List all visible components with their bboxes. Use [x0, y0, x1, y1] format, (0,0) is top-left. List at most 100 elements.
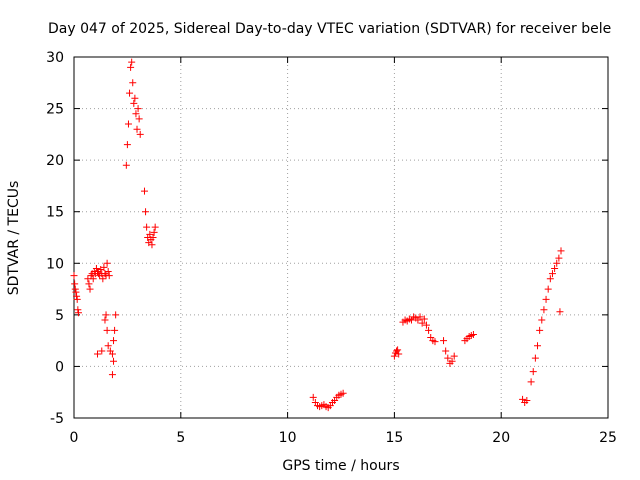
y-tick-label: 10 [46, 256, 64, 272]
chart-title: Day 047 of 2025, Sidereal Day-to-day VTE… [48, 21, 611, 37]
data-point [523, 396, 531, 404]
data-point [108, 350, 116, 358]
data-point [540, 306, 548, 314]
data-point [425, 326, 433, 334]
y-tick-label: 0 [55, 359, 64, 375]
x-tick-label: 15 [385, 430, 403, 446]
data-point [110, 357, 118, 365]
x-tick-label: 5 [176, 430, 185, 446]
data-point [103, 259, 111, 267]
data-point [531, 354, 539, 362]
data-point [104, 342, 112, 350]
data-point [86, 285, 94, 293]
data-point [444, 354, 452, 362]
y-tick-label: 15 [46, 205, 64, 221]
x-tick-label: 10 [279, 430, 297, 446]
data-point [546, 275, 554, 283]
axis-ticks [73, 56, 609, 419]
data-point [93, 350, 101, 358]
data-point [126, 89, 134, 97]
data-point [98, 347, 106, 355]
y-tick-label: 30 [46, 50, 64, 66]
data-point [124, 120, 132, 128]
y-tick-label: 5 [55, 308, 64, 324]
data-point [548, 270, 556, 278]
y-tick-label: -5 [50, 411, 64, 427]
data-point [111, 326, 119, 334]
data-point [420, 315, 428, 323]
data-point [149, 234, 157, 241]
data-point [108, 371, 116, 379]
data-point [73, 292, 81, 300]
plot-frame [73, 56, 609, 419]
data-point [71, 280, 79, 288]
x-axis-label: GPS time / hours [282, 458, 399, 474]
data-point [134, 105, 142, 113]
data-point [72, 288, 80, 296]
data-point [110, 337, 118, 345]
data-point [527, 378, 535, 386]
data-point [469, 330, 477, 338]
data-point [440, 337, 448, 345]
data-point [100, 263, 108, 271]
data-point [538, 316, 546, 324]
data-point [132, 110, 140, 118]
x-tick-labels: 0 5 10 15 20 25 [70, 430, 617, 446]
data-point [99, 275, 107, 283]
y-tick-label: 25 [46, 102, 64, 118]
data-point [74, 309, 82, 317]
x-tick-label: 25 [599, 430, 617, 446]
data-point [73, 295, 81, 303]
data-point [70, 272, 78, 280]
data-point [422, 321, 430, 329]
data-point [133, 125, 141, 133]
y-tick-labels: -5 0 5 10 15 20 25 30 [46, 50, 64, 427]
x-tick-label: 0 [70, 430, 79, 446]
data-point [529, 368, 537, 376]
data-point [395, 350, 403, 358]
grid-lines [74, 57, 608, 418]
data-point [442, 347, 450, 355]
data-point [143, 223, 151, 231]
data-point [416, 313, 424, 321]
data-point [390, 352, 398, 360]
data-point [557, 247, 565, 255]
data-point [74, 306, 82, 314]
data-point [129, 79, 137, 87]
data-point [102, 311, 110, 319]
data-point [142, 208, 150, 216]
data-point [418, 319, 426, 327]
data-point [542, 295, 550, 303]
data-point [544, 285, 552, 293]
data-point [71, 285, 79, 293]
data-point [123, 141, 131, 149]
data-point [431, 338, 439, 346]
data-point [448, 357, 456, 365]
data-point [534, 342, 542, 350]
data-points [70, 58, 565, 412]
data-point [127, 63, 135, 71]
data-point [128, 58, 136, 66]
data-point [553, 259, 561, 267]
y-tick-label: 20 [46, 153, 64, 169]
data-point [104, 268, 112, 276]
data-point [135, 115, 143, 123]
data-point [151, 223, 159, 231]
data-point [556, 308, 564, 316]
data-point [394, 346, 402, 354]
data-point [101, 316, 109, 324]
data-point [130, 99, 138, 107]
data-point [536, 326, 544, 334]
x-tick-label: 20 [492, 430, 510, 446]
data-point [140, 187, 148, 195]
data-point [339, 389, 347, 397]
data-point [148, 241, 156, 249]
data-point [103, 326, 111, 334]
data-point [450, 352, 458, 360]
data-point [85, 280, 93, 288]
data-point [146, 230, 154, 238]
data-point [551, 264, 559, 272]
data-point [136, 130, 144, 138]
data-point [112, 311, 120, 319]
